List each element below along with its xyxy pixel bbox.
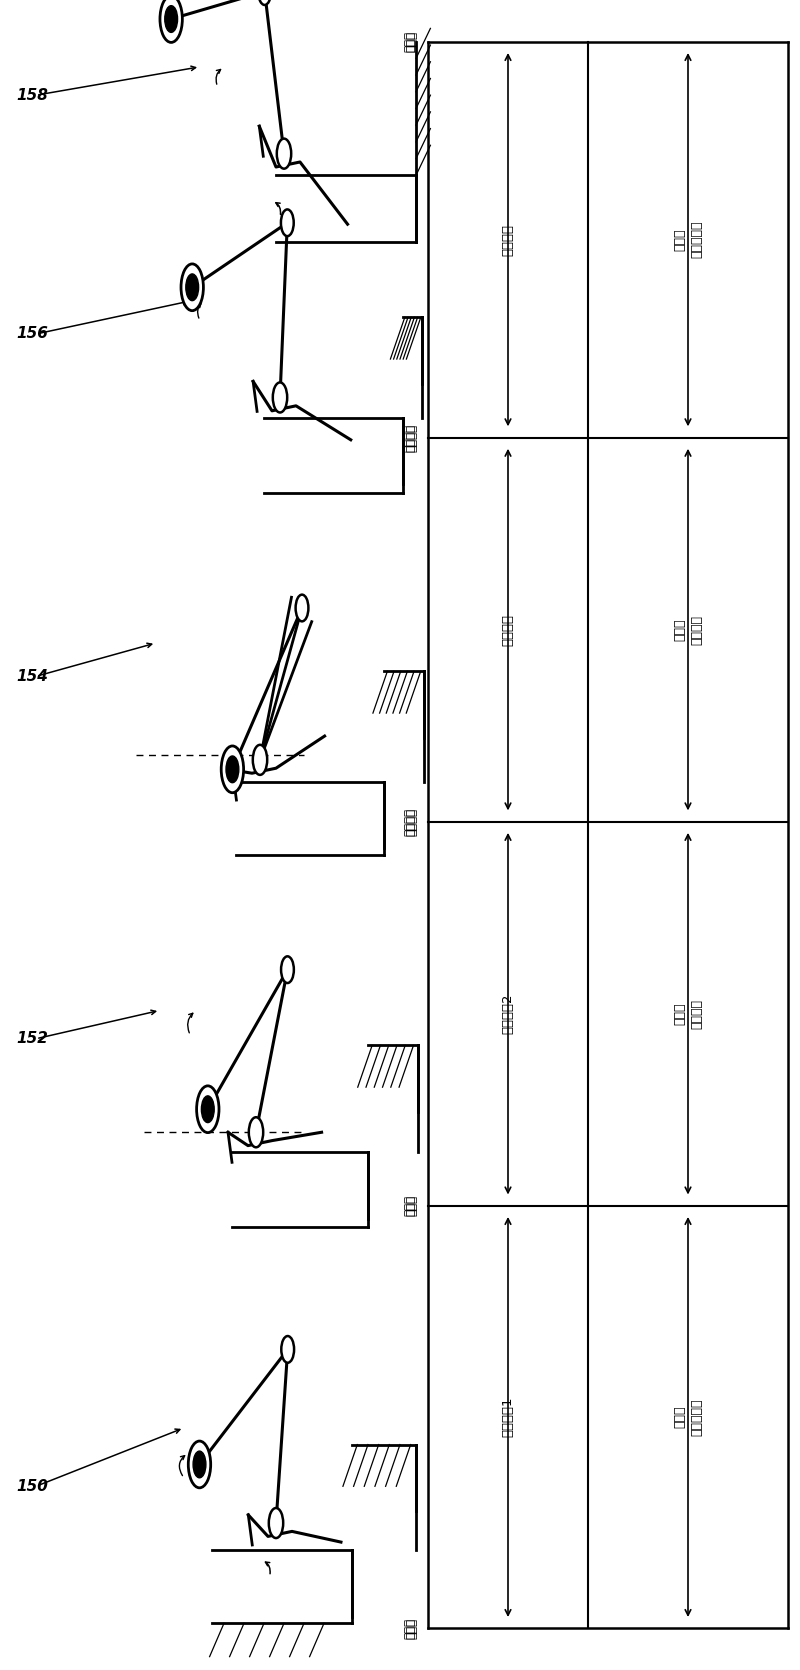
Text: 受控背屎2: 受控背屎2: [502, 994, 514, 1034]
Circle shape: [269, 1508, 283, 1538]
Text: 150: 150: [16, 1480, 48, 1493]
Circle shape: [281, 957, 294, 984]
Circle shape: [273, 382, 287, 412]
Text: 158: 158: [16, 89, 48, 102]
Circle shape: [188, 1441, 210, 1488]
Circle shape: [282, 1336, 294, 1363]
Text: 足平放: 足平放: [403, 1196, 416, 1216]
Circle shape: [202, 1096, 214, 1122]
Text: 足触地: 足触地: [403, 32, 416, 52]
Text: 功能：
可变醇尼器: 功能： 可变醇尼器: [673, 1398, 703, 1436]
Text: 最大背屎: 最大背屎: [406, 808, 418, 835]
Circle shape: [160, 0, 182, 42]
Circle shape: [296, 595, 308, 621]
Circle shape: [165, 5, 178, 32]
Circle shape: [253, 745, 267, 775]
Text: 最大背屎: 最大背屎: [403, 808, 416, 835]
Text: 154: 154: [16, 670, 48, 683]
Text: 功能：
足位置控制: 功能： 足位置控制: [673, 220, 703, 259]
Circle shape: [277, 139, 291, 169]
Text: 152: 152: [16, 1032, 48, 1045]
Circle shape: [281, 209, 294, 235]
Circle shape: [226, 757, 239, 783]
Circle shape: [249, 1117, 263, 1147]
Circle shape: [258, 0, 271, 5]
Text: 功能：
线性弹笧: 功能： 线性弹笧: [673, 615, 703, 645]
Text: 足平放: 足平放: [406, 1196, 418, 1216]
Text: 摇动阶段: 摇动阶段: [502, 224, 514, 256]
Text: 动力跟屎: 动力跟屎: [502, 613, 514, 646]
Circle shape: [222, 746, 244, 793]
Text: 足触地: 足触地: [406, 32, 418, 52]
Circle shape: [197, 1086, 219, 1132]
Text: 足触地: 足触地: [403, 1618, 416, 1638]
Circle shape: [193, 1451, 206, 1478]
Circle shape: [181, 264, 203, 311]
Text: 受控背屎1: 受控背屎1: [502, 1396, 514, 1438]
Text: 足触地: 足触地: [406, 1618, 418, 1638]
Text: 足尖离地: 足尖离地: [403, 424, 416, 451]
Text: 功能：
线性弹笧: 功能： 线性弹笧: [673, 999, 703, 1029]
Circle shape: [186, 274, 198, 301]
Text: 足尖离地: 足尖离地: [406, 424, 418, 451]
Text: 156: 156: [16, 327, 48, 341]
